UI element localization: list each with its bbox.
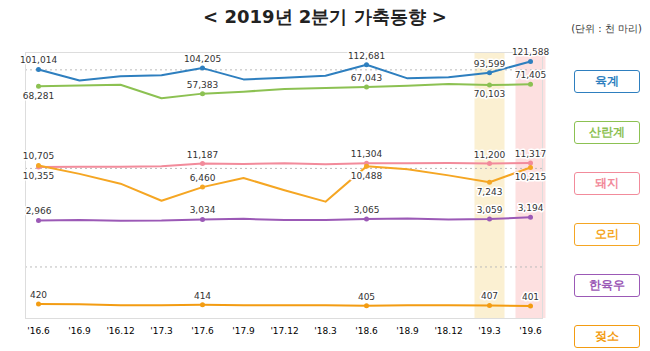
svg-text:'18.3: '18.3 [314, 326, 337, 336]
svg-text:10,488: 10,488 [351, 171, 383, 181]
svg-text:93,599: 93,599 [474, 59, 506, 69]
svg-text:'17.12: '17.12 [270, 326, 298, 336]
svg-text:407: 407 [481, 291, 498, 301]
svg-text:'19.6: '19.6 [519, 326, 542, 336]
svg-text:3,059: 3,059 [477, 205, 503, 215]
svg-text:'16.6: '16.6 [27, 326, 50, 336]
svg-text:11,187: 11,187 [187, 150, 219, 160]
svg-text:121,588: 121,588 [512, 47, 549, 57]
html-text:한육우: 한육우 [589, 278, 625, 292]
svg-text:'17.9: '17.9 [232, 326, 255, 336]
svg-text:3,065: 3,065 [354, 205, 380, 215]
svg-text:'16.9: '16.9 [68, 326, 91, 336]
html-text:젖소: 젖소 [595, 329, 619, 343]
svg-text:11,304: 11,304 [351, 149, 383, 159]
svg-text:'18.9: '18.9 [396, 326, 419, 336]
svg-text:2,966: 2,966 [26, 206, 52, 216]
svg-text:67,043: 67,043 [351, 73, 383, 83]
svg-text:101,014: 101,014 [20, 55, 57, 65]
html-text:< 2019년 2분기 가축동향 >: < 2019년 2분기 가축동향 > [203, 6, 447, 27]
svg-text:'18.6: '18.6 [355, 326, 378, 336]
svg-text:104,205: 104,205 [184, 54, 221, 64]
svg-text:112,681: 112,681 [348, 51, 385, 61]
svg-text:10,355: 10,355 [23, 171, 55, 181]
html-text:오리: 오리 [595, 227, 619, 241]
svg-text:68,281: 68,281 [23, 91, 55, 101]
svg-text:10,705: 10,705 [23, 151, 55, 161]
svg-text:11,200: 11,200 [474, 150, 506, 160]
svg-text:57,383: 57,383 [187, 80, 219, 90]
svg-text:70,103: 70,103 [474, 89, 506, 99]
svg-text:3,194: 3,194 [518, 203, 544, 213]
svg-text:405: 405 [358, 292, 375, 302]
svg-text:'17.3: '17.3 [150, 326, 173, 336]
svg-text:7,243: 7,243 [477, 187, 503, 197]
svg-text:'16.12: '16.12 [106, 326, 134, 336]
svg-text:11,317: 11,317 [515, 149, 547, 159]
svg-text:'19.3: '19.3 [478, 326, 501, 336]
svg-text:'17.6: '17.6 [191, 326, 214, 336]
svg-text:6,460: 6,460 [190, 173, 216, 183]
svg-text:420: 420 [30, 290, 47, 300]
svg-text:3,034: 3,034 [190, 205, 216, 215]
svg-text:71,405: 71,405 [515, 70, 547, 80]
svg-text:401: 401 [522, 292, 539, 302]
svg-text:'18.12: '18.12 [434, 326, 462, 336]
svg-text:414: 414 [194, 291, 211, 301]
html-text:산란계: 산란계 [589, 125, 625, 139]
svg-text:10,215: 10,215 [515, 172, 547, 182]
html-text:(단위 : 천 마리): (단위 : 천 마리) [571, 23, 642, 34]
html-text:돼지: 돼지 [595, 176, 619, 190]
html-text:육계: 육계 [595, 74, 619, 88]
